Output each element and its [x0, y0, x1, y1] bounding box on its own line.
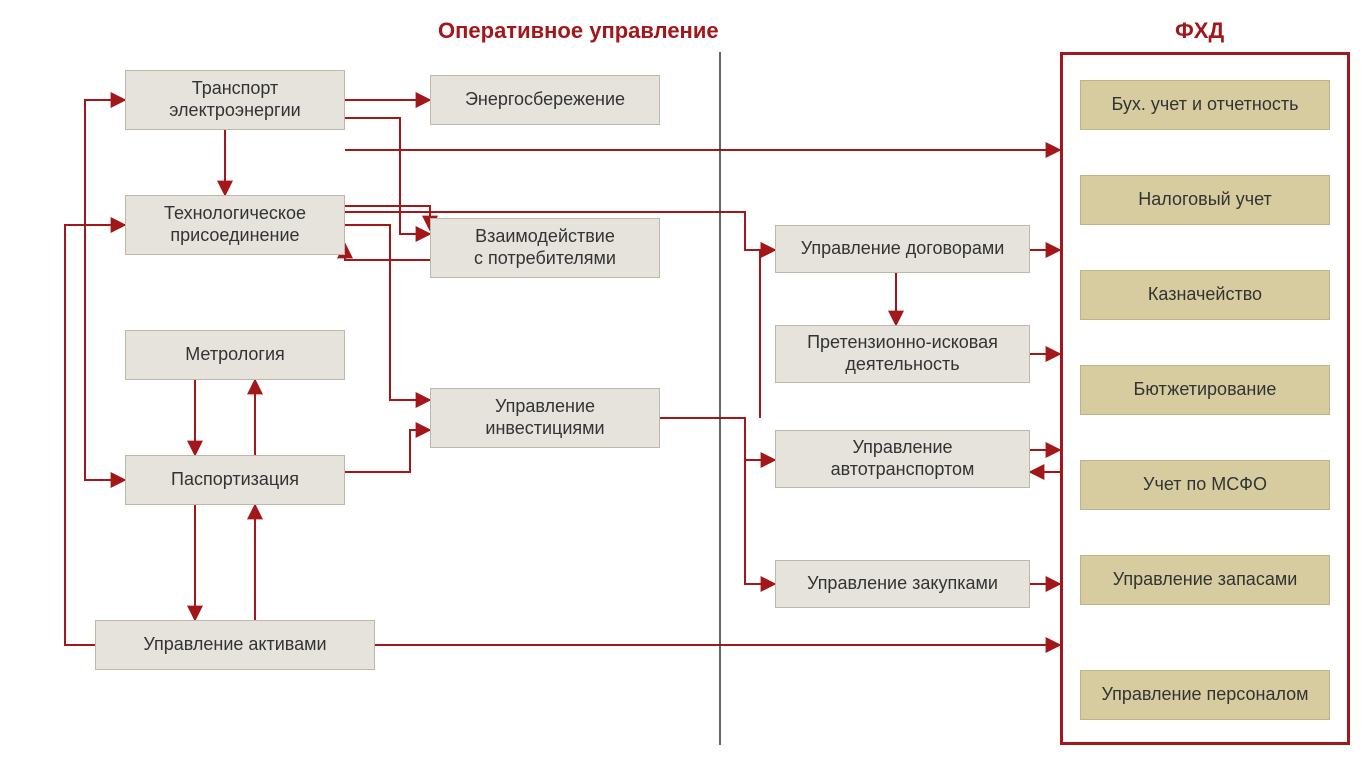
node-assets: Управление активами	[95, 620, 375, 670]
node-procure: Управление закупками	[775, 560, 1030, 608]
node-metrology: Метрология	[125, 330, 345, 380]
node-tech-conn: Технологическое присоединение	[125, 195, 345, 255]
node-hr: Управление персоналом	[1080, 670, 1330, 720]
flow-arrow	[345, 206, 430, 230]
header-op: Оперативное управление	[438, 18, 719, 44]
node-acc-report: Бух. учет и отчетность	[1080, 80, 1330, 130]
node-passport: Паспортизация	[125, 455, 345, 505]
node-consumers: Взаимодействие с потребителями	[430, 218, 660, 278]
node-claims: Претензионно-исковая деятельность	[775, 325, 1030, 383]
diagram-stage: Оперативное управление ФХД Транспорт эле…	[0, 0, 1371, 771]
node-treasury: Казначейство	[1080, 270, 1330, 320]
node-transport: Транспорт электроэнергии	[125, 70, 345, 130]
flow-arrow	[85, 100, 125, 480]
flow-arrow	[660, 418, 775, 584]
node-tax: Налоговый учет	[1080, 175, 1330, 225]
flow-arrow	[65, 225, 125, 645]
node-budget: Бютжетирование	[1080, 365, 1330, 415]
flow-arrow	[760, 250, 775, 418]
flow-arrow	[345, 244, 430, 260]
node-ifrs: Учет по МСФО	[1080, 460, 1330, 510]
node-contracts: Управление договорами	[775, 225, 1030, 273]
flow-arrow	[345, 430, 430, 472]
node-invest: Управление инвестициями	[430, 388, 660, 448]
flow-arrow	[345, 118, 430, 234]
flow-arrow	[345, 225, 430, 400]
node-energysave: Энергосбережение	[430, 75, 660, 125]
node-inventory: Управление запасами	[1080, 555, 1330, 605]
node-autotrans: Управление автотранспортом	[775, 430, 1030, 488]
header-fhd: ФХД	[1175, 18, 1224, 44]
